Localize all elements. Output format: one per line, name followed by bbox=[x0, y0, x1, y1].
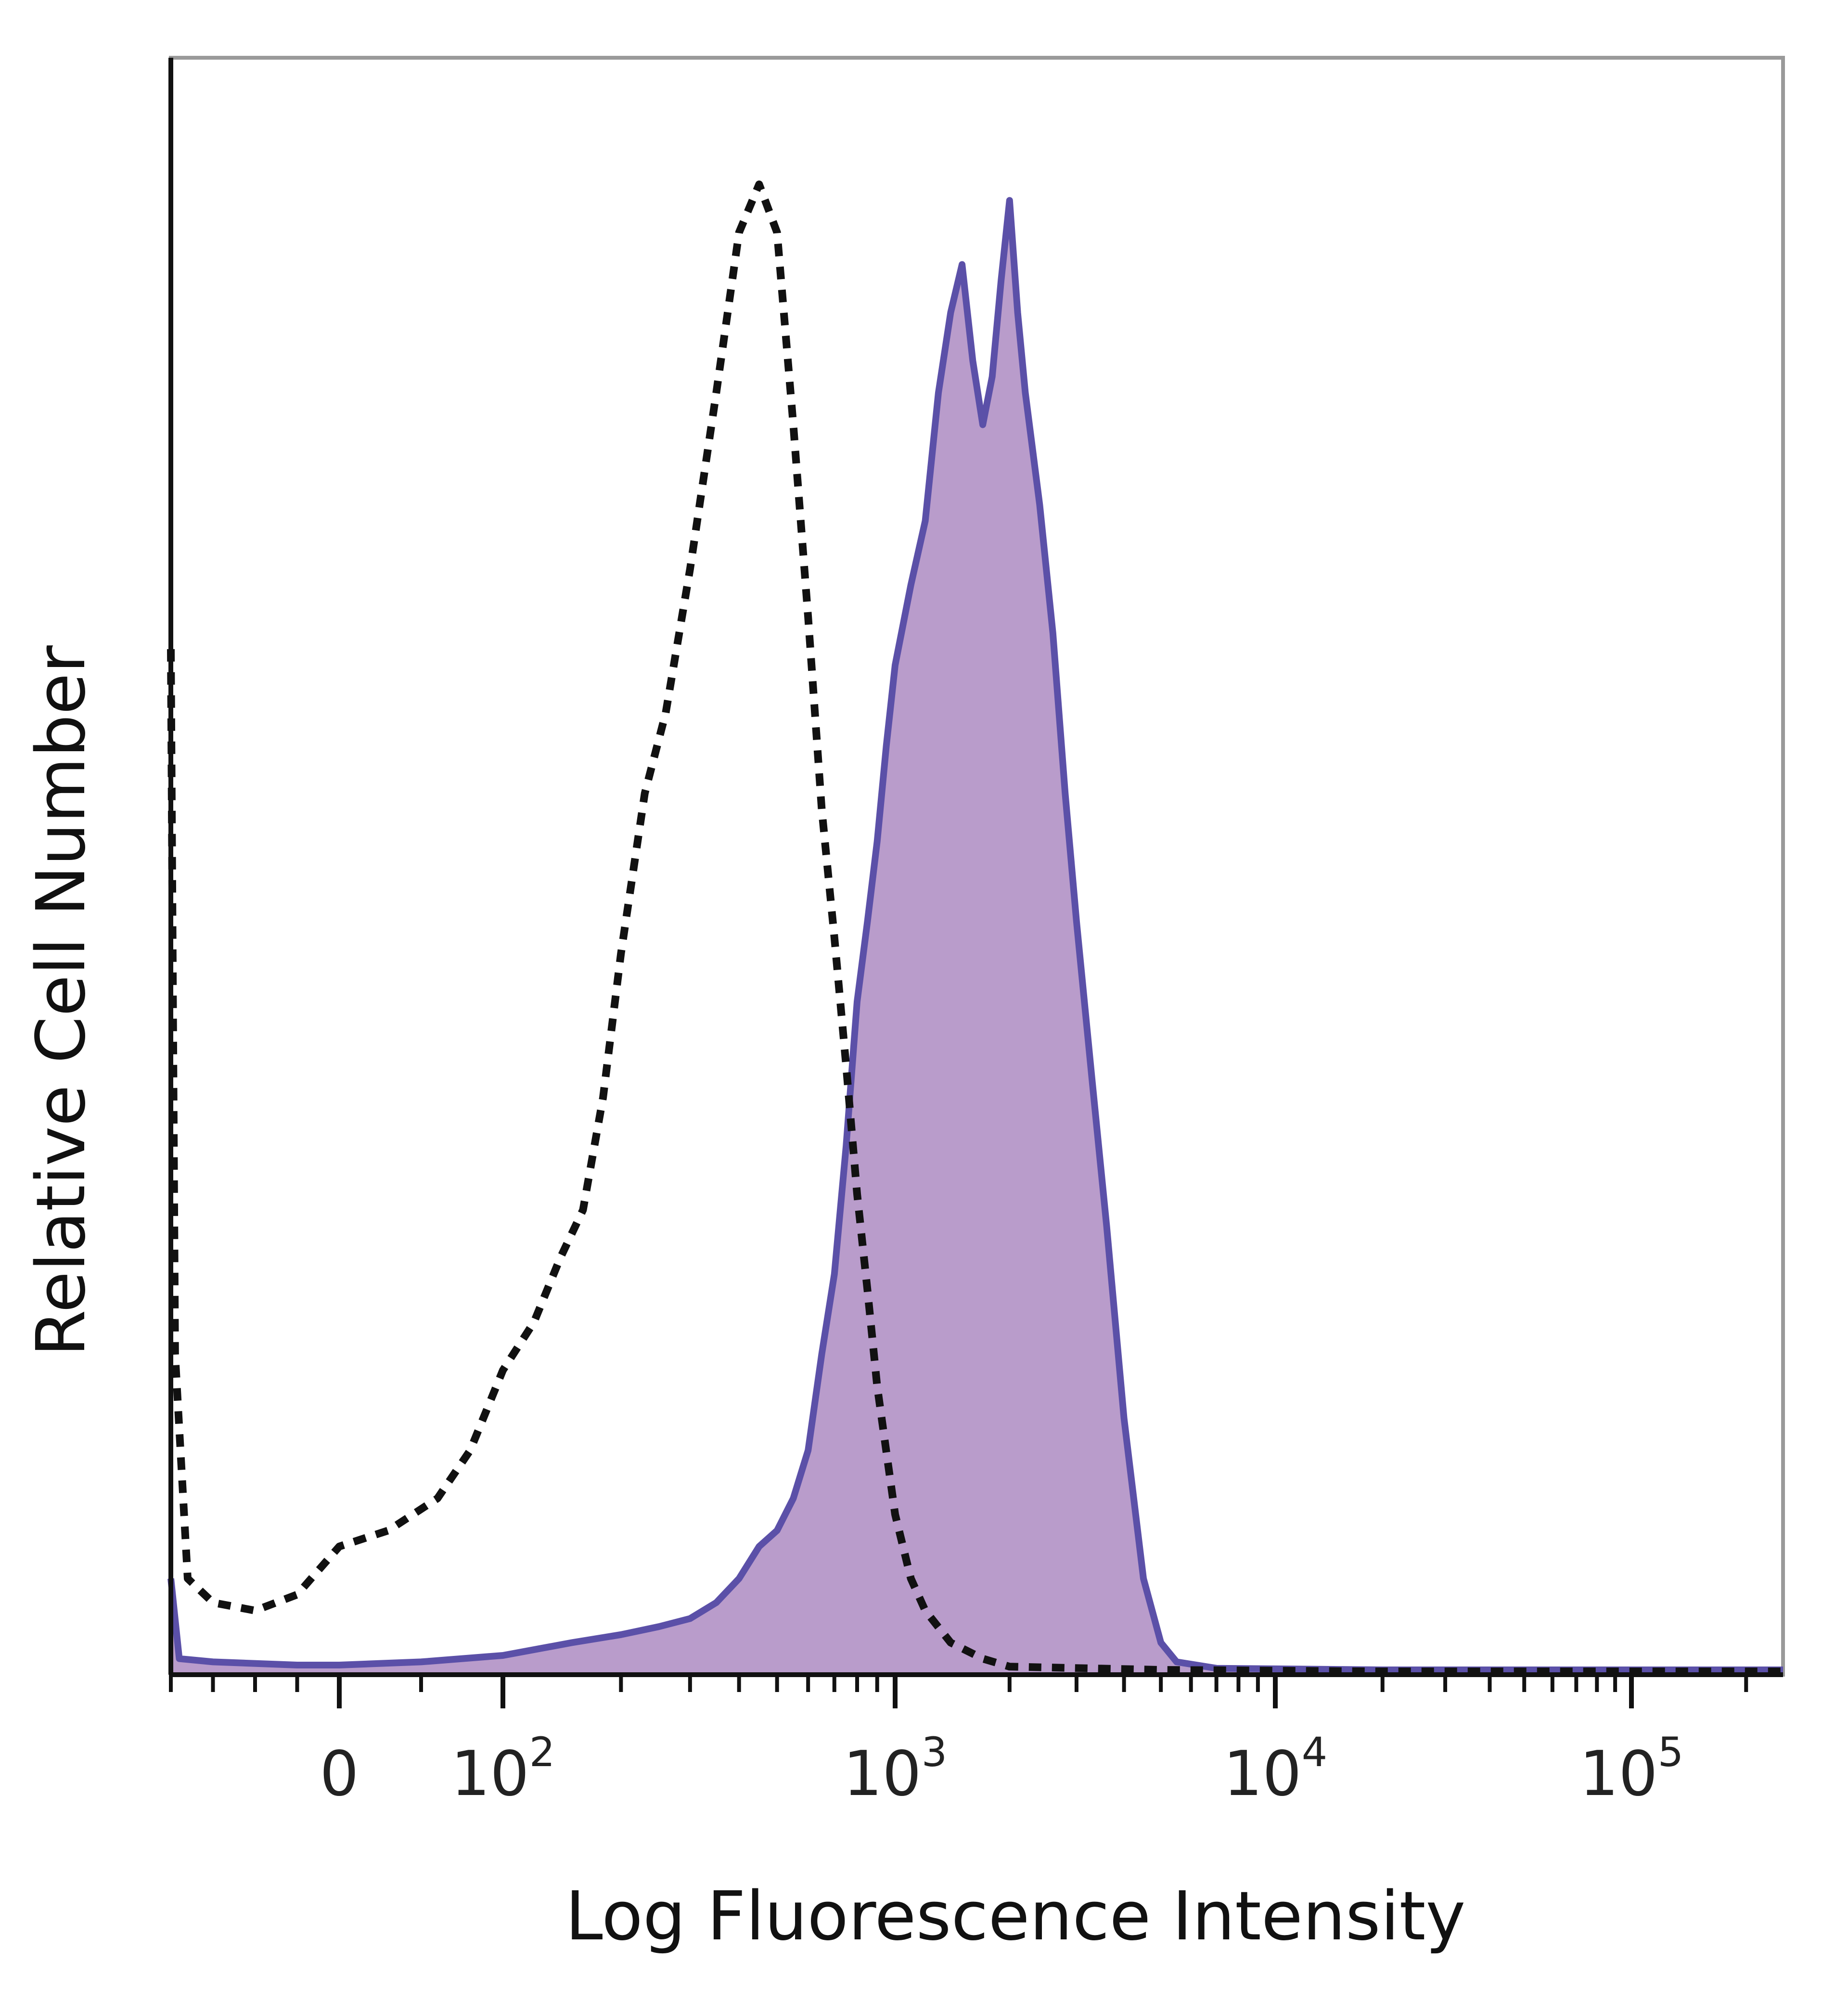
x-tick-label: 103 bbox=[843, 1729, 947, 1810]
x-tick-label: 102 bbox=[451, 1729, 555, 1810]
x-tick-label: 104 bbox=[1223, 1729, 1327, 1810]
series-1-line bbox=[167, 197, 1783, 1673]
y-axis-title: Relative Cell Number bbox=[22, 645, 101, 1357]
x-tick-label: 0 bbox=[320, 1738, 359, 1810]
series-1-fill bbox=[171, 200, 1783, 1675]
x-tick-label: 105 bbox=[1579, 1729, 1683, 1810]
x-axis-title: Log Fluorescence Intensity bbox=[565, 1877, 1466, 1956]
series-0-line bbox=[167, 180, 1783, 1676]
